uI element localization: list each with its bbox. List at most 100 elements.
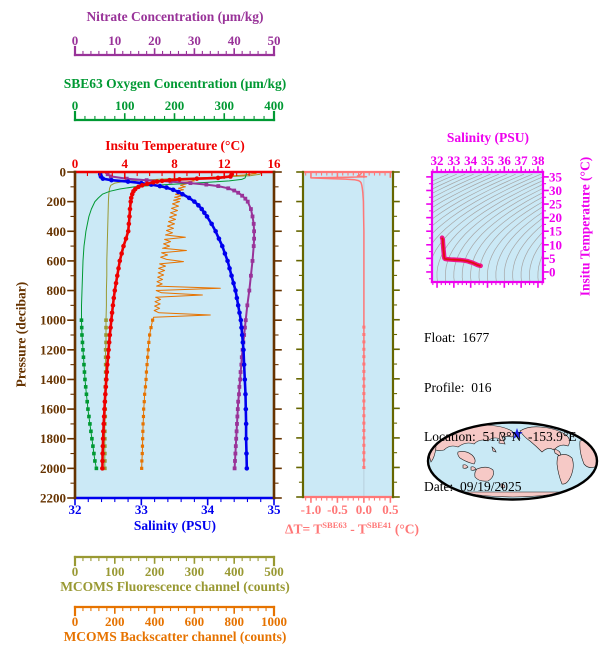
tick-label: 400 <box>145 614 165 629</box>
delta-axis-label: ΔT= TSBE63 - TSBE41 (°C) <box>252 518 452 537</box>
tick-label: 50 <box>268 33 281 48</box>
tick-label: 32 <box>431 153 444 168</box>
tick-label: 30 <box>549 183 562 198</box>
tick-label: 37 <box>515 153 529 168</box>
tick-label: 0 <box>72 33 79 48</box>
tick-label: 10 <box>549 237 562 252</box>
salinity-axis-title: Salinity (PSU) <box>133 518 217 533</box>
tick-label: 33 <box>135 502 149 517</box>
ts-series <box>439 235 483 269</box>
temperature-axis-title: Insitu Temperature (°C) <box>105 138 245 153</box>
tick-label: 32 <box>69 502 82 517</box>
delta-plot-background <box>303 172 393 497</box>
fluorescence-axis: 0 100 200 300 400 500 <box>72 555 284 579</box>
delta-series <box>310 172 368 469</box>
world-map <box>426 421 599 501</box>
tick-label: 20 <box>549 210 562 225</box>
tick-label: 100 <box>105 564 125 579</box>
tick-label: 400 <box>224 564 244 579</box>
tick-label: 1000 <box>261 614 287 629</box>
pressure-axis-title: Pressure (decibar) <box>13 281 29 388</box>
tick-label: 1600 <box>40 402 66 417</box>
tick-label: 20 <box>148 33 161 48</box>
float-info-block: Float: 1677 Profile: 016 Location: 51.3°… <box>424 297 577 528</box>
nitrate-axis: 0 10 20 30 40 50 <box>72 33 281 57</box>
tick-label: 0 <box>60 165 67 180</box>
oxygen-axis-title: SBE63 Oxygen Concentration (μm/kg) <box>63 76 287 91</box>
tick-label: 34 <box>201 502 215 517</box>
tick-label: 35 <box>481 153 495 168</box>
nitrate-axis-title: Nitrate Concentration (μm/kg) <box>86 9 264 24</box>
backscatter-axis-title: MCOMS Backscatter channel (counts) <box>63 629 287 644</box>
tick-label: 0 <box>72 156 79 171</box>
delta-label-part-1: ΔT= T <box>285 521 323 537</box>
tick-label: 12 <box>218 156 231 171</box>
tick-label: 300 <box>215 98 235 113</box>
tick-label: 36 <box>498 153 512 168</box>
tick-label: 100 <box>115 98 135 113</box>
tick-label: 500 <box>264 564 284 579</box>
backscatter-axis: 0 200 400 600 800 1000 <box>72 605 287 629</box>
ts-plot-background <box>432 172 543 282</box>
tick-label: 600 <box>47 253 67 268</box>
tick-label: 16 <box>268 156 282 171</box>
tick-label: 1800 <box>40 431 66 446</box>
tick-label: 25 <box>549 197 563 212</box>
tick-label: 35 <box>549 169 563 184</box>
tick-label: 35 <box>268 502 282 517</box>
tick-label: 10 <box>108 33 121 48</box>
tick-label: 5 <box>549 251 556 266</box>
map-outline <box>426 421 599 501</box>
delta-label-sup-sbe41: SBE41 <box>366 520 392 530</box>
tick-label: 0 <box>72 98 79 113</box>
float-info-float: Float: 1677 <box>424 330 490 345</box>
tick-label: 600 <box>185 614 205 629</box>
tick-label: 200 <box>47 194 67 209</box>
tick-label: 200 <box>145 564 165 579</box>
tick-label: 0 <box>72 564 79 579</box>
tick-label: 40 <box>228 33 241 48</box>
tick-label: 0.5 <box>382 502 399 517</box>
tick-label: 400 <box>264 98 284 113</box>
tick-label: 15 <box>549 224 563 239</box>
tick-label: 1400 <box>40 372 66 387</box>
tick-label: -0.5 <box>327 502 348 517</box>
oxygen-axis: 0 100 200 300 400 <box>72 98 284 122</box>
fluorescence-axis-title: MCOMS Fluorescence channel (counts) <box>60 579 290 594</box>
tick-label: 0 <box>72 614 79 629</box>
tick-label: 1000 <box>40 313 66 328</box>
tick-label: 38 <box>531 153 545 168</box>
tick-label: 4 <box>122 156 129 171</box>
float-info-date: Date: 09/19/2025 <box>424 478 522 494</box>
tick-label: 300 <box>185 564 205 579</box>
delta-plot-axes: -1.0 -0.5 0.0 0.5 <box>296 170 400 517</box>
tick-label: 8 <box>171 156 178 171</box>
float-info-location: Location: 51.3°N -153.9°E <box>424 429 577 444</box>
tick-label: -1.0 <box>301 502 322 517</box>
tick-label: 34 <box>464 153 478 168</box>
profile-series <box>79 172 263 471</box>
tick-label: 2200 <box>40 491 66 506</box>
delta-label-sup-sbe63: SBE63 <box>322 520 347 530</box>
ts-plot-title: Salinity (PSU) <box>446 130 530 145</box>
ts-temperature-label: Insitu Temperature (°C) <box>577 156 593 297</box>
float-info-profile: Profile: 016 <box>424 379 492 395</box>
float-location-star <box>511 428 523 439</box>
tick-label: 800 <box>47 283 67 298</box>
delta-label-part-2: - T <box>346 521 367 537</box>
delta-label-part-3: (°C) <box>391 521 419 537</box>
tick-label: 800 <box>224 614 244 629</box>
tick-label: 30 <box>188 33 201 48</box>
tick-label: 33 <box>447 153 461 168</box>
tick-label: 200 <box>165 98 185 113</box>
tick-label: 0.0 <box>356 502 372 517</box>
tick-label: 200 <box>105 614 125 629</box>
tick-label: 0 <box>549 264 556 279</box>
main-plot-axes: 0 4 8 12 16 32 33 34 35 0 200 400 600 800 1000 1200 1400… <box>40 156 282 517</box>
tick-label: 1200 <box>40 342 66 357</box>
tick-label: 400 <box>47 224 67 239</box>
tick-label: 2000 <box>40 461 66 476</box>
